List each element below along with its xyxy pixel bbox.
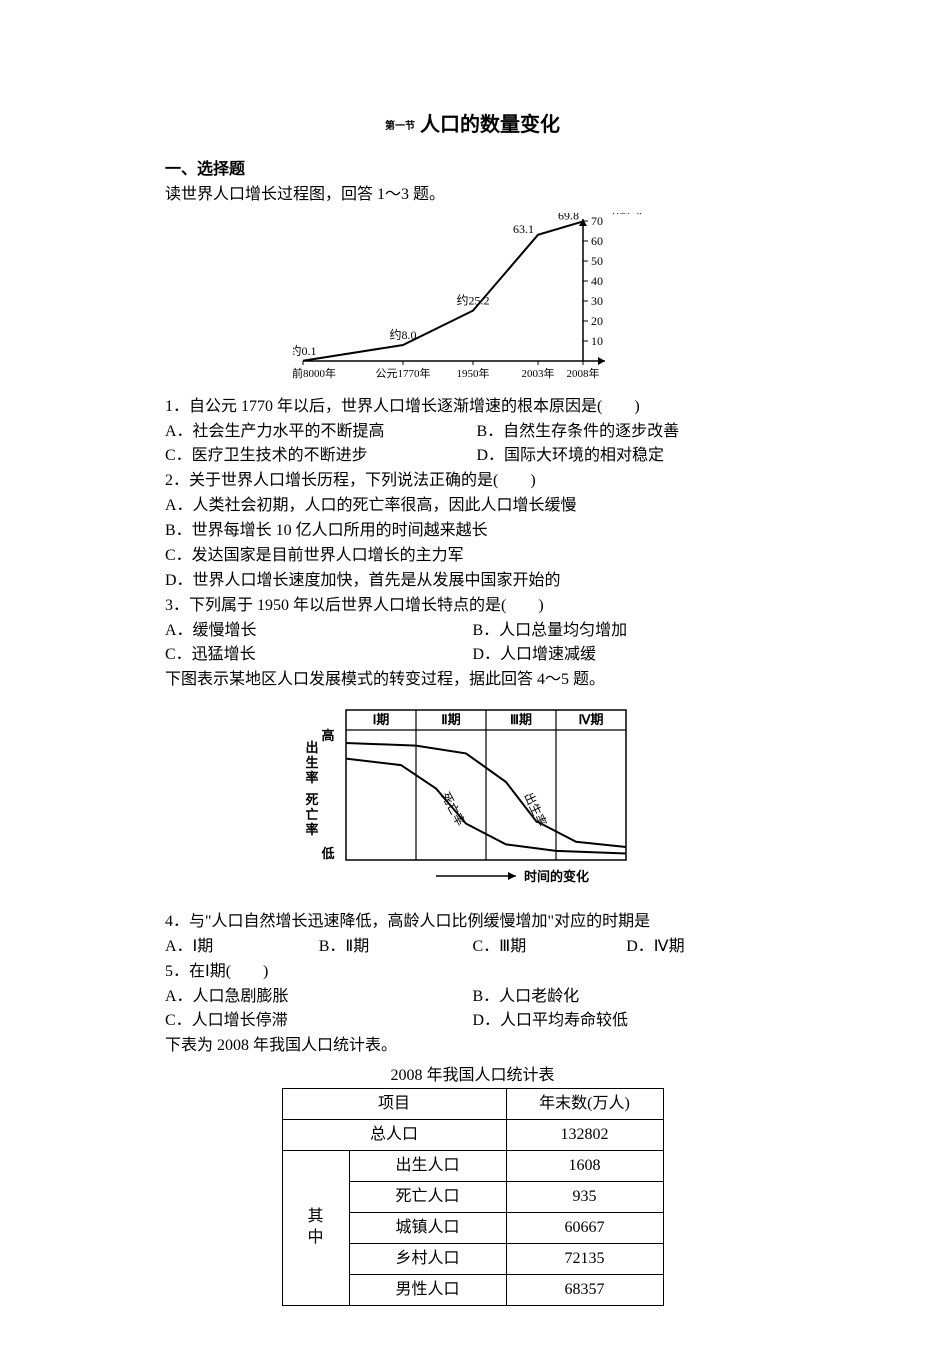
- q3-options-row2: C．迅猛增长 D．人口增速减缓: [165, 643, 780, 667]
- svg-text:63.1: 63.1: [513, 222, 534, 236]
- q4-opt-d: D．Ⅳ期: [626, 935, 780, 959]
- svg-text:约0.1: 约0.1: [293, 343, 317, 358]
- svg-text:率: 率: [305, 770, 318, 785]
- q5-options-row2: C．人口增长停滞 D．人口平均寿命较低: [165, 1009, 780, 1033]
- svg-text:出生率: 出生率: [521, 790, 550, 829]
- q1-stem: 1．自公元 1770 年以后，世界人口增长逐渐增速的根本原因是( ): [165, 395, 780, 419]
- q1-options-row2: C．医疗卫生技术的不断进步 D．国际大环境的相对稳定: [165, 444, 780, 468]
- chart-world-population: 10 20 30 40 50 60 7070（亿人） 公元前8000年 公元1770年 1950年…: [165, 213, 780, 393]
- svg-text:约25.2: 约25.2: [456, 293, 489, 308]
- document-page: 第一节 人口的数量变化 一、选择题 读世界人口增长过程图，回答 1～3 题。 1…: [0, 0, 945, 1366]
- q1-opt-c: C．医疗卫生技术的不断进步: [165, 444, 469, 468]
- svg-text:亡: 亡: [305, 807, 318, 822]
- q5-opt-c: C．人口增长停滞: [165, 1009, 473, 1033]
- title-prefix: 第一节: [385, 121, 415, 132]
- q1-options-row1: A．社会生产力水平的不断提高 B．自然生存条件的逐步改善: [165, 420, 780, 444]
- q3-stem: 3．下列属于 1950 年以后世界人口增长特点的是( ): [165, 594, 780, 618]
- q3-opt-a: A．缓慢增长: [165, 619, 473, 643]
- chart-population-transition: Ⅰ期Ⅱ期Ⅲ期Ⅳ期死亡率出生率高出生率死亡率低时间的变化: [165, 698, 780, 908]
- svg-text:69.8: 69.8: [558, 213, 579, 222]
- svg-text:出: 出: [305, 740, 318, 755]
- q4-opt-c: C．Ⅲ期: [473, 935, 627, 959]
- q5-options-row1: A．人口急剧膨胀 B．人口老龄化: [165, 985, 780, 1009]
- svg-text:公元1770年: 公元1770年: [375, 366, 430, 380]
- svg-text:死: 死: [305, 792, 318, 807]
- q2-opt-c: C．发达国家是目前世界人口增长的主力军: [165, 544, 780, 568]
- chart1-svg: 10 20 30 40 50 60 7070（亿人） 公元前8000年 公元1770年 1950年…: [293, 213, 653, 393]
- q3-opt-b: B．人口总量均匀增加: [473, 619, 781, 643]
- q3-opt-d: D．人口增速减缓: [473, 643, 781, 667]
- page-title: 第一节 人口的数量变化: [165, 110, 780, 140]
- svg-text:50: 50: [591, 254, 603, 268]
- svg-text:率: 率: [305, 822, 318, 837]
- q2-stem: 2．关于世界人口增长历程，下列说法正确的是( ): [165, 469, 780, 493]
- svg-text:公元前8000年: 公元前8000年: [293, 366, 336, 380]
- q4-stem: 4．与"人口自然增长迅速降低，高龄人口比例缓慢增加"对应的时期是: [165, 910, 780, 934]
- q4-opt-b: B．Ⅱ期: [319, 935, 473, 959]
- svg-text:40: 40: [591, 274, 603, 288]
- svg-text:Ⅰ期: Ⅰ期: [372, 712, 389, 727]
- svg-text:10: 10: [591, 334, 603, 348]
- chart2-svg: Ⅰ期Ⅱ期Ⅲ期Ⅳ期死亡率出生率高出生率死亡率低时间的变化: [288, 698, 658, 908]
- q5-opt-b: B．人口老龄化: [473, 985, 781, 1009]
- svg-text:70: 70: [591, 214, 603, 228]
- svg-text:20: 20: [591, 314, 603, 328]
- svg-text:2008年: 2008年: [566, 366, 599, 380]
- svg-text:70（亿人）: 70（亿人）: [591, 213, 651, 216]
- q1-opt-b: B．自然生存条件的逐步改善: [469, 420, 781, 444]
- svg-text:Ⅱ期: Ⅱ期: [441, 712, 460, 727]
- svg-text:时间的变化: 时间的变化: [524, 869, 589, 884]
- svg-text:1950年: 1950年: [456, 366, 489, 380]
- q1-opt-d: D．国际大环境的相对稳定: [469, 444, 781, 468]
- q2-opt-d: D．世界人口增长速度加快，首先是从发展中国家开始的: [165, 569, 780, 593]
- svg-text:Ⅲ期: Ⅲ期: [510, 712, 532, 727]
- svg-text:约8.0: 约8.0: [389, 327, 416, 342]
- svg-text:60: 60: [591, 234, 603, 248]
- svg-text:生: 生: [305, 755, 318, 770]
- q4-opt-a: A．Ⅰ期: [165, 935, 319, 959]
- table-caption: 2008 年我国人口统计表: [165, 1064, 780, 1088]
- q2-opt-a: A．人类社会初期，人口的死亡率很高，因此人口增长缓慢: [165, 494, 780, 518]
- title-text: 人口的数量变化: [420, 114, 560, 136]
- intro-text: 读世界人口增长过程图，回答 1～3 题。: [165, 183, 780, 207]
- svg-text:30: 30: [591, 294, 603, 308]
- intro-text-3: 下表为 2008 年我国人口统计表。: [165, 1034, 780, 1058]
- svg-text:死亡率: 死亡率: [438, 789, 468, 828]
- svg-text:低: 低: [320, 846, 334, 861]
- population-table: 项目年末数(万人)总人口132802其中出生人口1608死亡人口935城镇人口6…: [282, 1088, 664, 1306]
- intro-text-2: 下图表示某地区人口发展模式的转变过程，据此回答 4～5 题。: [165, 668, 780, 692]
- q4-options: A．Ⅰ期 B．Ⅱ期 C．Ⅲ期 D．Ⅳ期: [165, 935, 780, 959]
- q5-opt-a: A．人口急剧膨胀: [165, 985, 473, 1009]
- svg-text:2003年: 2003年: [521, 366, 554, 380]
- q5-opt-d: D．人口平均寿命较低: [473, 1009, 781, 1033]
- section-heading: 一、选择题: [165, 158, 780, 182]
- q3-opt-c: C．迅猛增长: [165, 643, 473, 667]
- q5-stem: 5．在Ⅰ期( ): [165, 960, 780, 984]
- q1-opt-a: A．社会生产力水平的不断提高: [165, 420, 469, 444]
- svg-text:高: 高: [321, 728, 334, 743]
- q2-opt-b: B．世界每增长 10 亿人口所用的时间越来越长: [165, 519, 780, 543]
- q3-options-row1: A．缓慢增长 B．人口总量均匀增加: [165, 619, 780, 643]
- svg-text:Ⅳ期: Ⅳ期: [578, 712, 603, 727]
